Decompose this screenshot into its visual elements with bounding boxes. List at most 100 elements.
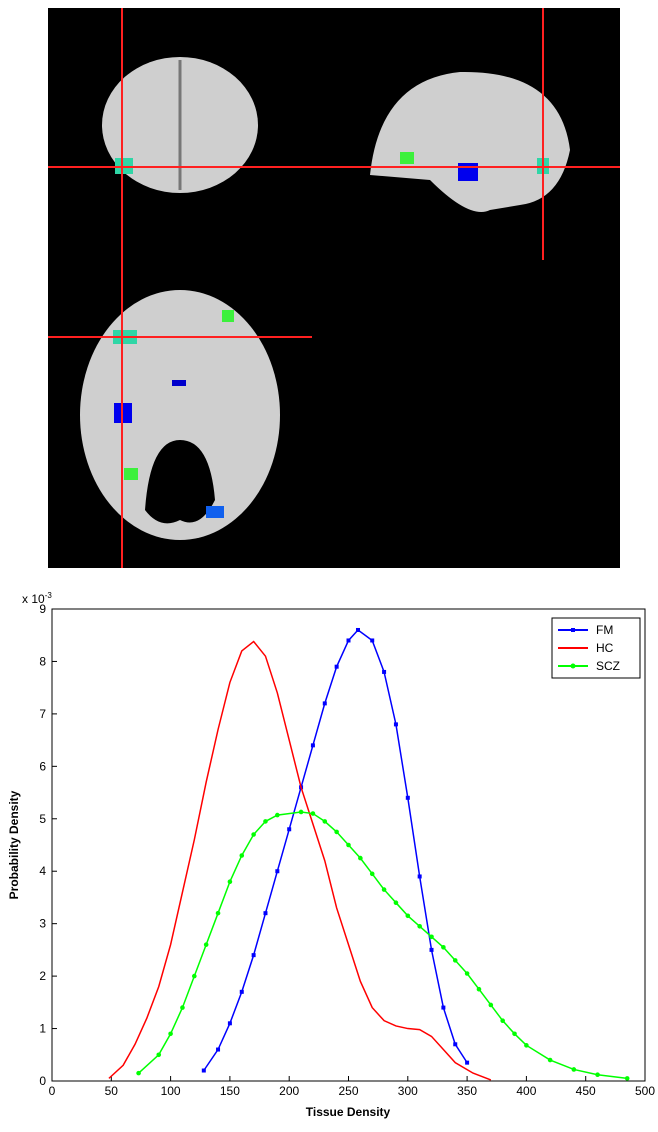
marker	[298, 809, 304, 815]
marker	[168, 1031, 173, 1037]
brain-panel	[48, 8, 620, 568]
roi	[222, 310, 234, 322]
roi	[400, 152, 414, 164]
marker	[405, 913, 411, 919]
y-tick-label: 8	[39, 654, 46, 668]
marker	[381, 887, 387, 892]
marker	[215, 910, 221, 916]
marker	[465, 1060, 470, 1065]
roi	[458, 163, 478, 181]
marker	[453, 1042, 458, 1047]
y-axis-label: Probability Density	[7, 790, 21, 899]
marker	[476, 986, 482, 992]
marker	[464, 971, 470, 976]
marker	[393, 722, 398, 727]
marker	[500, 1018, 505, 1023]
marker	[452, 958, 458, 963]
marker	[512, 1031, 517, 1037]
x-tick-label: 0	[49, 1084, 56, 1098]
marker	[595, 1072, 600, 1078]
legend-marker	[571, 628, 575, 632]
marker	[203, 942, 209, 947]
x-axis-label: Tissue Density	[306, 1105, 391, 1119]
marker	[441, 944, 446, 950]
marker	[346, 842, 351, 848]
marker	[346, 638, 351, 643]
y-tick-label: 7	[39, 707, 46, 721]
marker	[322, 819, 328, 824]
marker	[358, 855, 363, 861]
marker	[393, 900, 399, 905]
marker	[263, 911, 268, 916]
legend-label: HC	[596, 641, 614, 655]
marker	[355, 627, 360, 632]
marker	[263, 819, 268, 824]
marker	[239, 853, 245, 858]
marker	[275, 812, 280, 818]
roi	[206, 506, 224, 518]
marker	[405, 795, 410, 800]
y-tick-label: 5	[39, 812, 46, 826]
marker	[547, 1057, 553, 1063]
roi	[124, 468, 138, 480]
x-tick-label: 450	[576, 1084, 596, 1098]
marker	[239, 989, 244, 994]
roi	[172, 380, 186, 386]
marker	[180, 1005, 185, 1010]
marker	[192, 973, 197, 979]
sagittal-slice	[370, 71, 570, 212]
x-tick-label: 100	[161, 1084, 181, 1098]
y-tick-label: 1	[39, 1022, 46, 1036]
y-multiplier: x 10-3	[22, 591, 52, 606]
x-tick-label: 150	[220, 1084, 240, 1098]
marker	[382, 669, 387, 674]
marker	[429, 934, 434, 940]
marker	[417, 923, 422, 929]
marker	[322, 701, 327, 706]
marker	[571, 1067, 577, 1072]
marker	[310, 811, 316, 816]
marker	[156, 1052, 162, 1058]
marker	[417, 874, 422, 879]
x-tick-label: 200	[279, 1084, 299, 1098]
marker	[227, 879, 233, 885]
y-tick-label: 3	[39, 917, 46, 931]
x-tick-label: 400	[516, 1084, 536, 1098]
series-line	[203, 628, 468, 1071]
marker	[227, 1021, 232, 1026]
y-tick-label: 0	[39, 1074, 46, 1088]
x-tick-label: 50	[105, 1084, 119, 1098]
y-tick-label: 6	[39, 759, 46, 773]
marker	[216, 1047, 221, 1052]
x-tick-label: 500	[635, 1084, 655, 1098]
marker	[287, 827, 292, 832]
series-line	[138, 811, 628, 1080]
y-multiplier-exponent: -3	[45, 591, 53, 600]
marker	[201, 1068, 206, 1073]
marker	[334, 664, 339, 669]
axial-ventricle	[145, 440, 215, 524]
legend-label: FM	[596, 623, 613, 637]
x-tick-label: 350	[457, 1084, 477, 1098]
marker	[251, 953, 256, 958]
marker	[488, 1002, 494, 1008]
y-tick-label: 9	[39, 602, 46, 616]
y-tick-label: 2	[39, 969, 46, 983]
marker	[275, 869, 280, 874]
marker	[524, 1043, 529, 1048]
marker	[370, 638, 375, 643]
x-tick-label: 300	[398, 1084, 418, 1098]
legend-label: SCZ	[596, 659, 620, 673]
marker	[251, 832, 256, 837]
marker	[441, 1005, 446, 1010]
y-tick-label: 4	[39, 864, 46, 878]
marker	[429, 947, 434, 952]
marker	[369, 871, 375, 877]
marker	[310, 743, 315, 748]
marker	[334, 829, 339, 835]
series-line	[108, 640, 492, 1081]
legend-marker	[570, 663, 576, 669]
marker	[624, 1076, 630, 1081]
